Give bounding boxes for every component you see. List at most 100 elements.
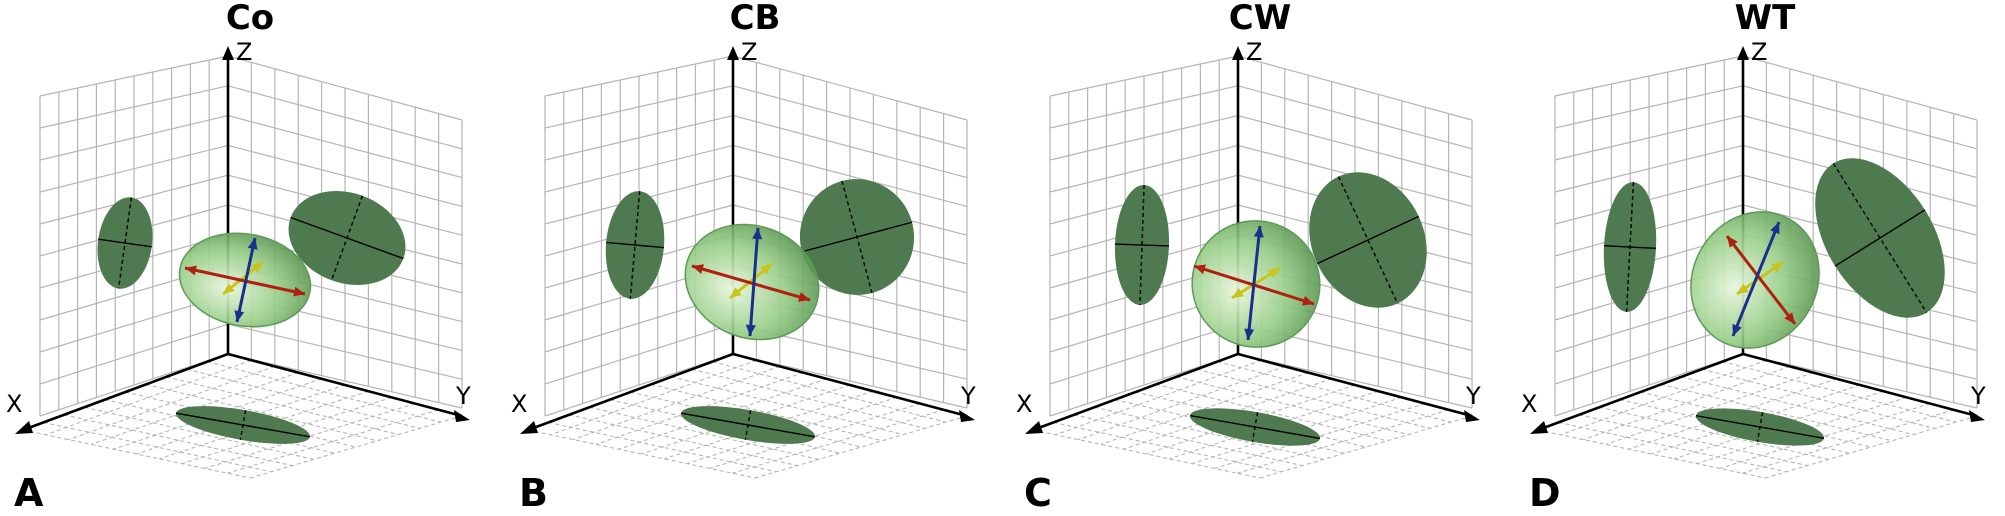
minor-axis-arrow-head — [1232, 287, 1244, 298]
y-axis — [227, 352, 463, 418]
grid-line — [732, 144, 968, 207]
grid-line — [1191, 396, 1402, 465]
grid-line — [1742, 409, 1954, 474]
x-arrowhead — [1530, 421, 1548, 434]
major-axis-arrow-head — [293, 286, 305, 297]
grid-line — [1742, 85, 1978, 150]
major-axis-arrow — [1725, 235, 1797, 325]
x-axis-label: X — [6, 390, 22, 418]
grid-line — [630, 391, 862, 448]
ellipsoid-plot: Z X Y — [511, 38, 976, 479]
grid-line — [1578, 414, 1808, 467]
grid-line — [1259, 415, 1473, 479]
xz-projection — [97, 197, 153, 289]
grid-line — [113, 378, 322, 450]
xz-projection — [1603, 182, 1657, 312]
middle-axis-arrow — [235, 237, 257, 323]
middle-axis-arrow-head — [1253, 226, 1264, 238]
grid-line — [1554, 144, 1744, 193]
xy-projection — [1695, 408, 1825, 446]
panel-letter: D — [1529, 471, 1561, 515]
grid-line — [1055, 359, 1262, 436]
ellipsoid-plot: Z X Y — [1521, 38, 1986, 479]
panel-title: Co — [225, 0, 275, 38]
middle-axis-arrow-head — [1244, 328, 1255, 340]
xy-projection — [680, 406, 816, 444]
xy-projection — [175, 406, 311, 444]
grid-line — [1560, 359, 1767, 436]
grid-line — [1135, 391, 1367, 448]
grid-line — [609, 399, 840, 454]
grid-line — [1554, 115, 1744, 161]
y-axis-label: Y — [1970, 382, 1986, 410]
x-axis-label: X — [511, 390, 527, 418]
grid-line — [1537, 429, 1766, 479]
grid-line — [227, 85, 463, 150]
grid-line — [1742, 55, 1978, 121]
grid-line — [1660, 383, 1893, 442]
grid-line — [104, 399, 335, 454]
z-arrowhead — [727, 46, 739, 60]
major-axis-arrow-head — [692, 264, 704, 274]
grid-line — [1764, 415, 1978, 479]
z-arrowhead — [1737, 46, 1749, 60]
y-axis-label: Y — [960, 382, 976, 410]
x-arrowhead — [1025, 421, 1043, 434]
middle-axis-arrow-head — [247, 238, 258, 250]
grid-line — [1554, 85, 1744, 129]
grid-line — [39, 115, 229, 161]
grid-line — [1237, 85, 1473, 150]
x-arrowhead — [520, 421, 538, 434]
grid-line — [664, 390, 874, 460]
grid-line — [227, 144, 463, 207]
major-axis-arrow-head — [1194, 264, 1206, 275]
middle-axis-arrow — [748, 227, 760, 337]
panel-cb: CB Z X Y B — [505, 0, 1005, 516]
grid-line — [1719, 403, 1931, 469]
grid-line — [1628, 378, 1837, 450]
grid-line — [732, 409, 944, 474]
grid-line — [22, 429, 251, 479]
minor-axis-arrow-head — [760, 264, 772, 275]
y-axis-label: Y — [1465, 382, 1481, 410]
grid-line — [1214, 403, 1426, 469]
grid-line — [1237, 409, 1449, 474]
major-axis-arrow — [691, 264, 811, 302]
middle-axis-arrow-head — [745, 324, 756, 336]
grid-line — [1032, 429, 1261, 479]
minor-axis-arrow-head — [1771, 262, 1783, 273]
grid-line — [1049, 85, 1239, 129]
minor-axis-arrow-head — [223, 283, 235, 294]
x-axis — [1032, 352, 1239, 432]
grid-line — [1073, 414, 1303, 467]
y-arrowhead — [454, 410, 470, 422]
y-arrowhead — [1969, 410, 1985, 422]
yz-projection — [288, 190, 406, 286]
projection-axis — [744, 410, 752, 440]
panel-letter: B — [519, 471, 548, 515]
middle-axis-arrow-head — [752, 228, 763, 240]
minor-axis-arrow-head — [251, 262, 263, 273]
grid-line — [732, 55, 968, 121]
grid-line — [227, 55, 463, 121]
grid-line — [1696, 396, 1907, 465]
minor-axis-arrow-head — [1268, 268, 1280, 279]
grid-line — [641, 384, 851, 455]
x-axis-label: X — [1521, 390, 1537, 418]
grid-line — [1049, 115, 1239, 161]
grid-line — [249, 415, 463, 479]
grid-line — [544, 144, 734, 193]
middle-axis-arrow-head — [234, 310, 245, 322]
grid-line — [1605, 372, 1814, 445]
projection-axis — [629, 191, 641, 299]
grid-line — [1078, 365, 1285, 441]
grid-line — [1640, 391, 1872, 448]
projection-axis — [1756, 412, 1764, 442]
projection-axis — [1337, 176, 1399, 304]
grid-line — [63, 414, 293, 467]
middle-axis-arrow — [1731, 221, 1781, 337]
yz-projection — [1815, 158, 1945, 318]
grid-line — [227, 115, 463, 179]
projection-axis — [1832, 163, 1928, 313]
grid-line — [39, 55, 229, 97]
